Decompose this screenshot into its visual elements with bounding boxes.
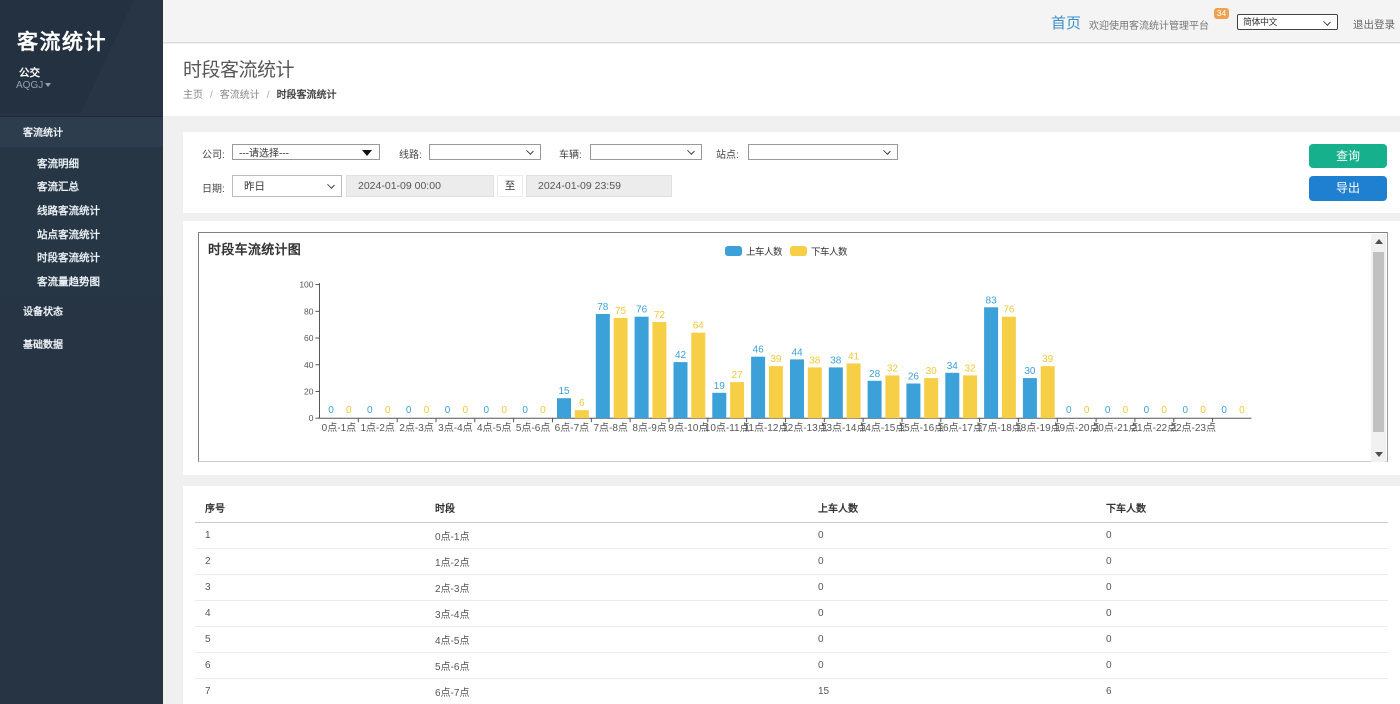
- svg-text:75: 75: [615, 306, 627, 317]
- svg-text:22点-23点: 22点-23点: [1170, 422, 1216, 434]
- svg-text:30: 30: [1024, 366, 1036, 377]
- svg-text:32: 32: [965, 363, 977, 374]
- svg-text:9点-10点: 9点-10点: [668, 422, 708, 434]
- svg-text:0: 0: [1200, 405, 1206, 416]
- svg-text:7点-8点: 7点-8点: [593, 422, 627, 434]
- svg-text:26: 26: [908, 372, 920, 383]
- svg-text:14点-15点: 14点-15点: [860, 422, 906, 434]
- svg-text:13点-14点: 13点-14点: [821, 422, 867, 434]
- svg-text:16点-17点: 16点-17点: [937, 422, 983, 434]
- svg-text:20点-21点: 20点-21点: [1093, 422, 1139, 434]
- svg-text:0: 0: [424, 405, 430, 416]
- svg-text:15点-16点: 15点-16点: [899, 422, 945, 434]
- svg-text:0: 0: [445, 405, 451, 416]
- svg-text:0点-1点: 0点-1点: [322, 422, 356, 434]
- svg-text:15: 15: [558, 386, 570, 397]
- svg-text:0: 0: [1144, 405, 1150, 416]
- svg-text:83: 83: [986, 295, 998, 306]
- svg-text:11点-12点: 11点-12点: [744, 422, 789, 434]
- svg-text:42: 42: [675, 350, 687, 361]
- svg-text:6: 6: [579, 398, 585, 409]
- svg-text:41: 41: [848, 351, 860, 362]
- svg-text:72: 72: [654, 310, 666, 321]
- svg-text:10点-11点: 10点-11点: [705, 422, 750, 434]
- svg-text:0: 0: [385, 405, 391, 416]
- svg-text:46: 46: [753, 345, 765, 356]
- svg-text:0: 0: [1183, 405, 1189, 416]
- svg-text:0: 0: [328, 405, 334, 416]
- svg-text:76: 76: [636, 305, 648, 316]
- svg-text:0: 0: [540, 405, 546, 416]
- svg-text:100: 100: [299, 280, 313, 290]
- svg-text:76: 76: [1003, 305, 1015, 316]
- svg-text:2点-3点: 2点-3点: [399, 422, 433, 434]
- svg-text:39: 39: [1042, 354, 1054, 365]
- svg-text:19点-20点: 19点-20点: [1054, 422, 1100, 434]
- svg-text:0: 0: [463, 405, 469, 416]
- svg-text:21点-22点: 21点-22点: [1132, 422, 1178, 434]
- svg-text:0: 0: [484, 405, 490, 416]
- svg-text:34: 34: [947, 361, 959, 372]
- svg-text:6点-7点: 6点-7点: [555, 422, 589, 434]
- svg-text:0: 0: [406, 405, 412, 416]
- svg-text:8点-9点: 8点-9点: [632, 422, 666, 434]
- svg-text:0: 0: [346, 405, 352, 416]
- svg-text:4点-5点: 4点-5点: [477, 422, 511, 434]
- svg-text:1点-2点: 1点-2点: [360, 422, 394, 434]
- svg-text:27: 27: [732, 370, 744, 381]
- svg-text:19: 19: [714, 381, 726, 392]
- svg-text:40: 40: [304, 360, 314, 370]
- svg-text:28: 28: [869, 369, 881, 380]
- svg-text:0: 0: [1239, 405, 1245, 416]
- svg-text:0: 0: [1066, 405, 1072, 416]
- svg-text:17点-18点: 17点-18点: [976, 422, 1022, 434]
- svg-text:12点-13点: 12点-13点: [782, 422, 828, 434]
- svg-text:0: 0: [501, 405, 507, 416]
- svg-text:0: 0: [1221, 405, 1227, 416]
- svg-text:18点-19点: 18点-19点: [1015, 422, 1061, 434]
- svg-text:60: 60: [304, 333, 314, 343]
- svg-text:39: 39: [770, 354, 782, 365]
- svg-text:80: 80: [304, 306, 314, 316]
- svg-text:64: 64: [693, 321, 705, 332]
- svg-text:20: 20: [304, 386, 314, 396]
- svg-text:78: 78: [597, 302, 609, 313]
- svg-text:3点-4点: 3点-4点: [438, 422, 472, 434]
- svg-text:0: 0: [522, 405, 528, 416]
- svg-text:0: 0: [1161, 405, 1167, 416]
- svg-text:5点-6点: 5点-6点: [516, 422, 550, 434]
- svg-text:38: 38: [809, 355, 821, 366]
- svg-text:0: 0: [1123, 405, 1129, 416]
- svg-text:44: 44: [791, 347, 803, 358]
- svg-text:32: 32: [887, 363, 899, 374]
- svg-text:0: 0: [1105, 405, 1111, 416]
- svg-text:38: 38: [830, 355, 842, 366]
- svg-text:30: 30: [926, 366, 938, 377]
- svg-text:0: 0: [309, 413, 314, 423]
- svg-text:0: 0: [367, 405, 373, 416]
- svg-text:0: 0: [1084, 405, 1090, 416]
